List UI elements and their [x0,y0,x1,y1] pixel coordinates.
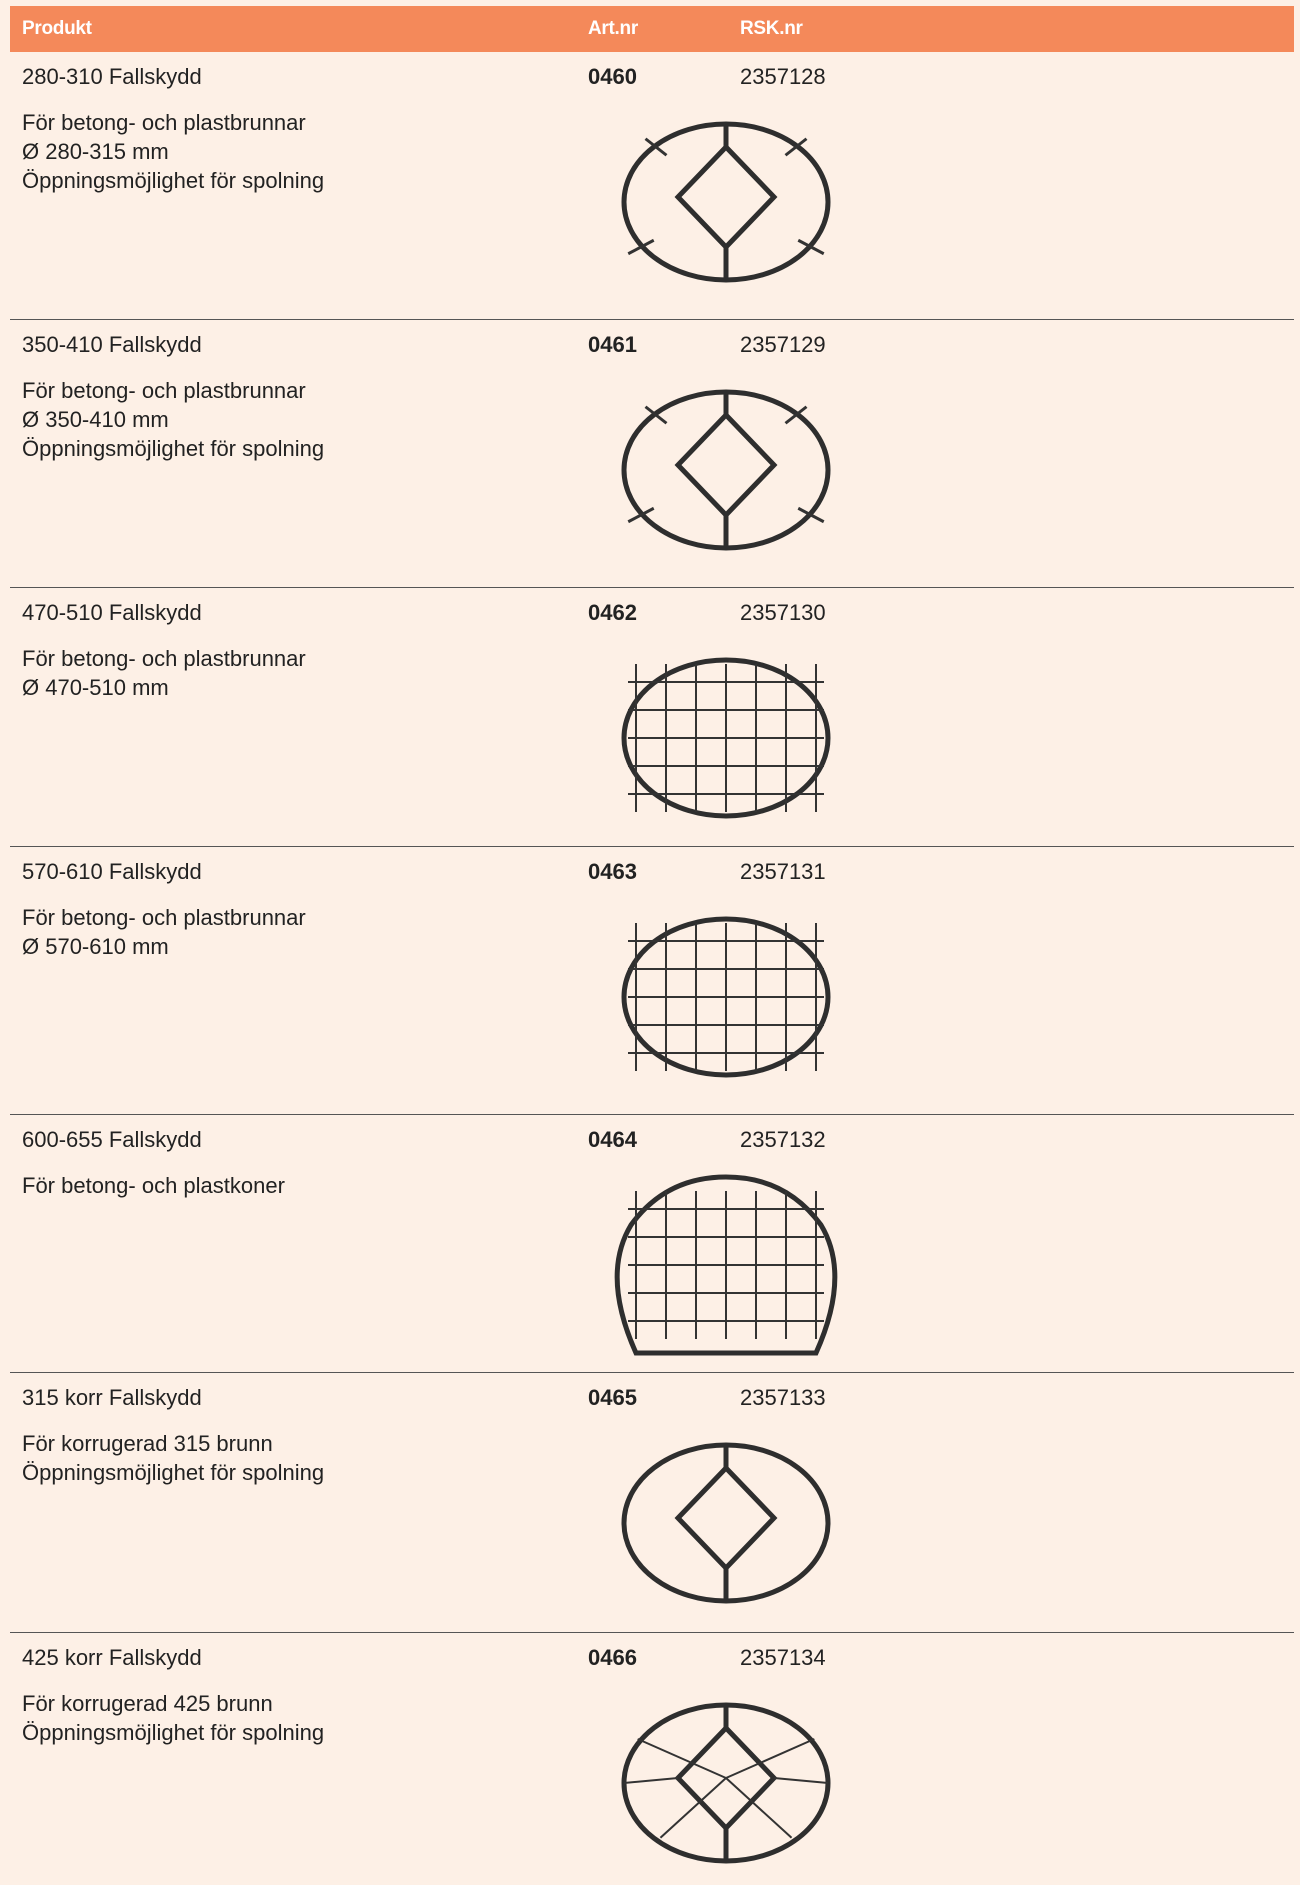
frame-bar [644,405,668,425]
frame-bar [784,405,808,425]
frame-bar [627,506,655,524]
art-number: 0466 [588,1645,637,1670]
rsk-number: 2357128 [740,64,826,89]
rsk-number: 2357134 [740,1645,826,1670]
frame-bar [637,1738,727,1779]
product-name: 315 korr Fallskydd [22,1385,202,1410]
product-description: Ø 470-510 mm [22,675,169,700]
product-image [621,389,831,551]
frame-bar [659,1777,727,1839]
product-row: 600-655 Fallskydd 0464 2357132 För betong- … [10,1115,1294,1373]
header-cell: Produkt [22,18,92,39]
rsk-number: 2357129 [740,332,826,357]
rsk-number: 2357130 [740,600,826,625]
product-description: Ø 280-315 mm [22,139,169,164]
product-description: För betong- och plastbrunnar [22,905,306,930]
frame-ring [621,657,831,819]
art-number: 0461 [588,332,637,357]
frame-bar [725,1777,793,1839]
art-number: 0464 [588,1127,637,1152]
rsk-number: 2357133 [740,1385,826,1410]
frame-bar [644,137,668,157]
table-header: Produkt Art.nr RSK.nr [10,6,1294,52]
product-row: 280-310 Fallskydd 0460 2357128 För betong- … [10,52,1294,320]
frame-bar [773,1777,829,1784]
header-cell: Art.nr [588,18,638,39]
product-row: 570-610 Fallskydd 0463 2357131 För betong- … [10,847,1294,1115]
product-row: 350-410 Fallskydd 0461 2357129 För betong- … [10,320,1294,588]
product-description: Öppningsmöjlighet för spolning [22,168,325,193]
frame-ring [614,1174,838,1356]
product-name: 350-410 Fallskydd [22,332,202,357]
product-name: 570-610 Fallskydd [22,859,202,884]
product-description: Ø 350-410 mm [22,407,169,432]
frame-bar [623,1777,679,1784]
frame-diamond [674,1705,778,1861]
product-description: För betong- och plastbrunnar [22,110,306,135]
product-name: 470-510 Fallskydd [22,600,202,625]
art-number: 0463 [588,859,637,884]
frame-diamond [674,1445,778,1601]
product-image [621,1442,831,1604]
art-number: 0465 [588,1385,637,1410]
product-name: 600-655 Fallskydd [22,1127,202,1152]
frame-diamond [674,392,778,548]
product-description: Öppningsmöjlighet för spolning [22,1460,325,1485]
product-description: För korrugerad 315 brunn [22,1431,273,1456]
product-image [614,1174,838,1356]
product-row: 315 korr Fallskydd 0465 2357133 För korruge… [10,1373,1294,1633]
frame-diamond [674,124,778,280]
product-name: 280-310 Fallskydd [22,64,202,89]
product-image [621,657,831,819]
product-description: För betong- och plastbrunnar [22,378,306,403]
product-description: För betong- och plastbrunnar [22,646,306,671]
rsk-number: 2357132 [740,1127,826,1152]
product-description: För betong- och plastkoner [22,1173,285,1198]
rsk-number: 2357131 [740,859,826,884]
product-description: Öppningsmöjlighet för spolning [22,1720,325,1745]
product-image [621,121,831,283]
frame-bar [627,238,655,256]
product-image [621,916,831,1078]
art-number: 0460 [588,64,637,89]
product-description: Öppningsmöjlighet för spolning [22,436,325,461]
frame-bar [725,1738,815,1779]
header-cell: RSK.nr [740,18,803,39]
product-row: 425 korr Fallskydd 0466 2357134 För korruge… [10,1633,1294,1884]
product-description: Ø 570-610 mm [22,934,169,959]
frame-bar [784,137,808,157]
frame-bar [797,238,825,256]
product-name: 425 korr Fallskydd [22,1645,202,1670]
frame-bar [797,506,825,524]
art-number: 0462 [588,600,637,625]
product-description: För korrugerad 425 brunn [22,1691,273,1716]
product-row: 470-510 Fallskydd 0462 2357130 För betong- … [10,588,1294,847]
product-image [621,1702,831,1864]
frame-ring [621,916,831,1078]
